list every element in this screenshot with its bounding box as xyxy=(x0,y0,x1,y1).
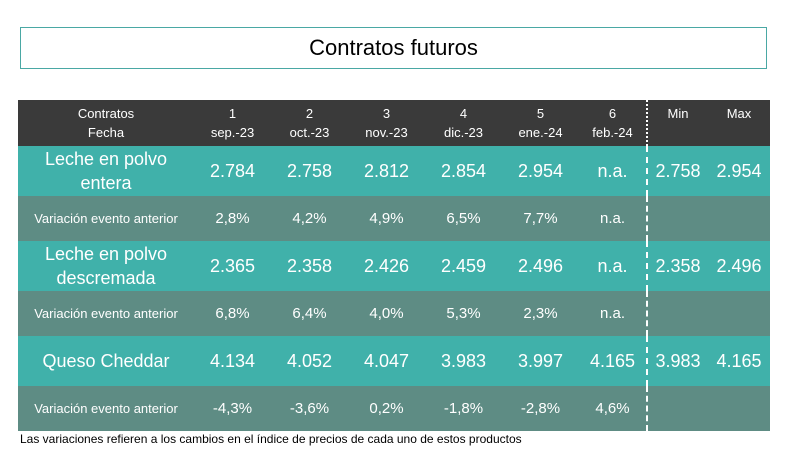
min-cell: 2.358 xyxy=(646,241,708,291)
value-cell: 2.854 xyxy=(425,146,502,196)
header-cell-min: Min xyxy=(646,100,708,146)
header-cell-max: Max xyxy=(708,100,770,146)
table-row: Leche en polvo descremada 2.365 2.358 2.4… xyxy=(18,241,770,291)
value-cell: -1,8% xyxy=(425,386,502,431)
row-label: Queso Cheddar xyxy=(18,336,194,386)
value-cell: 0,2% xyxy=(348,386,425,431)
row-label: Leche en polvo descremada xyxy=(18,241,194,291)
value-cell: -3,6% xyxy=(271,386,348,431)
min-cell xyxy=(646,196,708,241)
value-cell: 2,3% xyxy=(502,291,579,336)
value-cell: 6,5% xyxy=(425,196,502,241)
value-cell: 4.165 xyxy=(579,336,647,386)
page-title: Contratos futuros xyxy=(20,27,767,69)
value-cell: -4,3% xyxy=(194,386,271,431)
value-cell: 3.997 xyxy=(502,336,579,386)
max-cell xyxy=(708,291,770,336)
value-cell: 6,4% xyxy=(271,291,348,336)
value-cell: n.a. xyxy=(579,146,647,196)
value-cell: 2.812 xyxy=(348,146,425,196)
value-cell: 4.134 xyxy=(194,336,271,386)
header-cell-contratos: Contratos Fecha xyxy=(18,100,194,146)
value-cell: 2,8% xyxy=(194,196,271,241)
min-cell xyxy=(646,386,708,431)
header-cell-5: 5 ene.-24 xyxy=(502,100,579,146)
table-row: Leche en polvo entera 2.784 2.758 2.812 2… xyxy=(18,146,770,196)
value-cell: 2.459 xyxy=(425,241,502,291)
value-cell: 2.358 xyxy=(271,241,348,291)
header-row: Contratos Fecha 1 sep.-23 2 oct.-23 3 nov.-2… xyxy=(18,100,770,146)
value-cell: 4.047 xyxy=(348,336,425,386)
value-cell: n.a. xyxy=(579,291,647,336)
max-cell: 2.954 xyxy=(708,146,770,196)
value-cell: 4.052 xyxy=(271,336,348,386)
value-cell: 6,8% xyxy=(194,291,271,336)
header-cell-4: 4 dic.-23 xyxy=(425,100,502,146)
value-cell: 2.954 xyxy=(502,146,579,196)
value-cell: 3.983 xyxy=(425,336,502,386)
min-cell: 3.983 xyxy=(646,336,708,386)
max-cell: 2.496 xyxy=(708,241,770,291)
table-row: Variación evento anterior 2,8% 4,2% 4,9%… xyxy=(18,196,770,241)
value-cell: 2.758 xyxy=(271,146,348,196)
row-label: Variación evento anterior xyxy=(18,291,194,336)
table-row: Variación evento anterior -4,3% -3,6% 0,… xyxy=(18,386,770,431)
header-cell-6: 6 feb.-24 xyxy=(579,100,647,146)
header-cell-1: 1 sep.-23 xyxy=(194,100,271,146)
header-cell-2: 2 oct.-23 xyxy=(271,100,348,146)
table-row: Queso Cheddar 4.134 4.052 4.047 3.983 3.… xyxy=(18,336,770,386)
max-cell xyxy=(708,196,770,241)
row-label: Variación evento anterior xyxy=(18,196,194,241)
header-cell-3: 3 nov.-23 xyxy=(348,100,425,146)
max-cell xyxy=(708,386,770,431)
row-label: Variación evento anterior xyxy=(18,386,194,431)
value-cell: 4,9% xyxy=(348,196,425,241)
min-cell: 2.758 xyxy=(646,146,708,196)
value-cell: 5,3% xyxy=(425,291,502,336)
value-cell: 2.365 xyxy=(194,241,271,291)
value-cell: 2.784 xyxy=(194,146,271,196)
value-cell: 4,2% xyxy=(271,196,348,241)
footnote: Las variaciones refieren a los cambios e… xyxy=(20,432,522,446)
value-cell: n.a. xyxy=(579,241,647,291)
value-cell: 7,7% xyxy=(502,196,579,241)
min-cell xyxy=(646,291,708,336)
row-label: Leche en polvo entera xyxy=(18,146,194,196)
futures-table: Contratos Fecha 1 sep.-23 2 oct.-23 3 nov.-2… xyxy=(18,100,770,431)
max-cell: 4.165 xyxy=(708,336,770,386)
value-cell: 2.426 xyxy=(348,241,425,291)
value-cell: 2.496 xyxy=(502,241,579,291)
value-cell: -2,8% xyxy=(502,386,579,431)
value-cell: 4,6% xyxy=(579,386,647,431)
table-row: Variación evento anterior 6,8% 6,4% 4,0%… xyxy=(18,291,770,336)
value-cell: 4,0% xyxy=(348,291,425,336)
value-cell: n.a. xyxy=(579,196,647,241)
